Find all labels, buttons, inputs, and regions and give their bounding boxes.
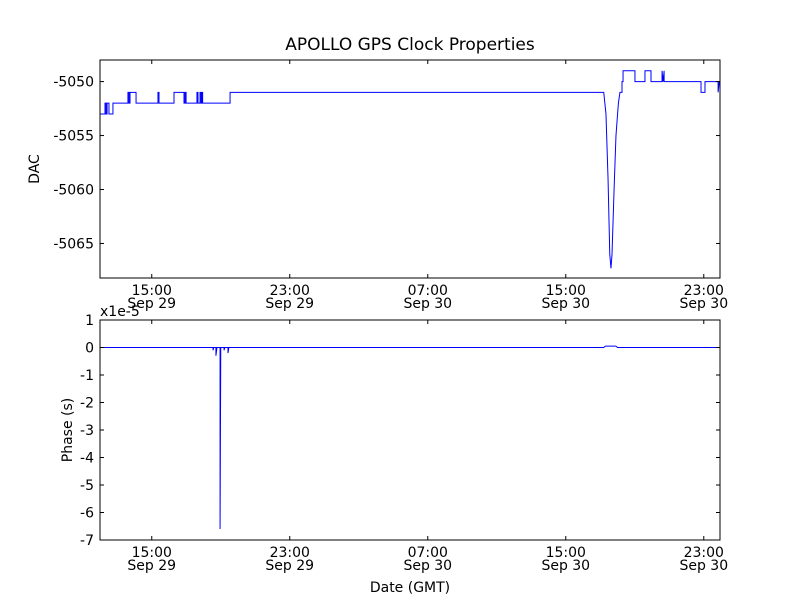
bottom-y-label: Phase (s) xyxy=(60,398,76,462)
x-tick-label-time: 07:00 xyxy=(408,545,448,561)
axes-frame xyxy=(99,319,721,541)
bottom-x-label: Date (GMT) xyxy=(370,580,450,596)
x-tick-label-time: 07:00 xyxy=(408,283,448,299)
x-tick-label-time: 15:00 xyxy=(546,283,586,299)
offset-text: x1e-5 xyxy=(100,304,140,320)
y-tick-label: -2 xyxy=(80,396,94,412)
y-tick-label: -4 xyxy=(80,451,94,467)
y-tick-label: -1 xyxy=(80,368,94,384)
x-tick-label-date: Sep 30 xyxy=(679,558,728,574)
y-tick-label: -7 xyxy=(80,533,94,549)
x-tick-label-date: Sep 30 xyxy=(403,558,452,574)
x-tick-label-date: Sep 29 xyxy=(127,296,176,312)
series-line-phase xyxy=(100,345,720,530)
chart-title: APOLLO GPS Clock Properties xyxy=(285,35,535,55)
x-tick-label-time: 23:00 xyxy=(684,545,724,561)
x-tick-label-time: 15:00 xyxy=(132,545,172,561)
y-tick-label: -5065 xyxy=(53,236,94,252)
y-tick-label: 0 xyxy=(85,341,94,357)
axes-frame xyxy=(99,59,721,279)
x-tick-label-date: Sep 30 xyxy=(679,296,728,312)
x-tick-label-date: Sep 29 xyxy=(265,296,314,312)
x-tick-label-date: Sep 30 xyxy=(403,296,452,312)
y-tick-label: -5055 xyxy=(53,129,94,145)
y-tick-label: -6 xyxy=(80,506,94,522)
x-tick-label-time: 15:00 xyxy=(132,283,172,299)
x-tick-label-time: 23:00 xyxy=(684,283,724,299)
series-line-dac xyxy=(100,70,720,269)
x-tick-label-time: 23:00 xyxy=(270,545,310,561)
x-tick-label-time: 23:00 xyxy=(270,283,310,299)
top-y-label: DAC xyxy=(27,154,43,184)
x-tick-label-date: Sep 30 xyxy=(541,558,590,574)
y-tick-label: -5 xyxy=(80,478,94,494)
y-tick-label: 1 xyxy=(85,313,94,329)
x-tick-label-date: Sep 29 xyxy=(127,558,176,574)
y-tick-label: -5060 xyxy=(53,183,94,199)
y-tick-label: -3 xyxy=(80,423,94,439)
y-tick-label: -5050 xyxy=(53,75,94,91)
x-tick-label-date: Sep 30 xyxy=(541,296,590,312)
x-tick-label-time: 15:00 xyxy=(546,545,586,561)
x-tick-label-date: Sep 29 xyxy=(265,558,314,574)
